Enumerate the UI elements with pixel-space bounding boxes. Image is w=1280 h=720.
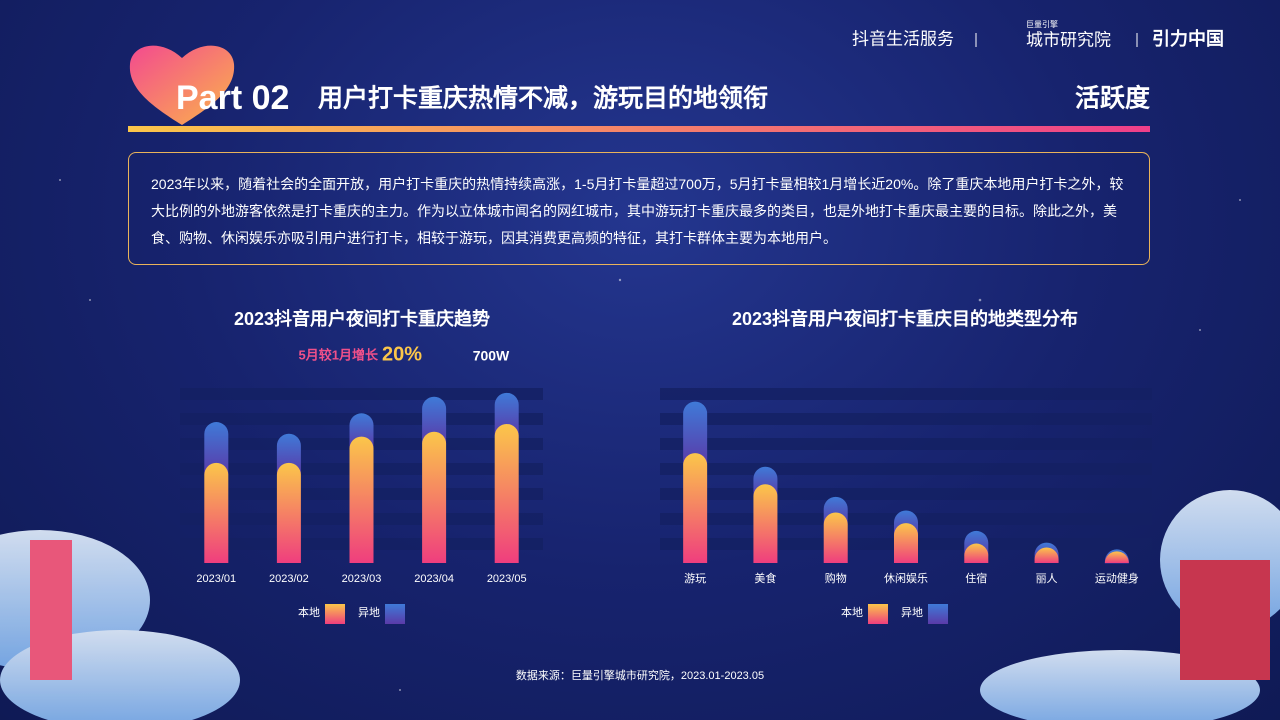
annotation-label: 5月较1月增长 bbox=[299, 347, 379, 362]
stars bbox=[59, 179, 1241, 691]
bar-segment bbox=[894, 523, 918, 563]
legend-swatch bbox=[928, 604, 948, 624]
bar-segment bbox=[204, 422, 229, 475]
tower-decoration bbox=[30, 540, 72, 680]
brand: 引力中国 bbox=[1152, 28, 1224, 49]
bar-segment bbox=[422, 396, 447, 444]
annotation-value: 20% bbox=[382, 343, 422, 365]
plot-band bbox=[660, 488, 1152, 500]
source: 数据来源：巨量引擎城市研究院，2023.01-2023.05 bbox=[516, 668, 764, 682]
bar-segment bbox=[349, 436, 374, 563]
bar-segment bbox=[683, 401, 708, 466]
bar-segment bbox=[823, 512, 848, 563]
legend-swatch bbox=[385, 604, 405, 624]
x-tick-label: 2023/03 bbox=[342, 573, 382, 585]
legend-label: 异地 bbox=[358, 606, 380, 619]
bar-segment bbox=[683, 453, 708, 563]
x-tick-label: 2023/05 bbox=[487, 573, 527, 585]
legend-label: 本地 bbox=[841, 605, 863, 619]
x-tick-label: 2023/02 bbox=[269, 573, 309, 585]
x-tick-label: 游玩 bbox=[684, 572, 706, 585]
plot-band bbox=[180, 388, 543, 400]
bar-segment bbox=[494, 423, 519, 563]
x-tick-label: 美食 bbox=[754, 571, 776, 585]
plot-band bbox=[660, 388, 1152, 400]
part-label: Part 02 bbox=[176, 79, 289, 117]
legend-swatch bbox=[868, 604, 888, 624]
bar-segment bbox=[964, 543, 989, 563]
total-label: 700W bbox=[473, 348, 510, 364]
bar-segment bbox=[1104, 551, 1129, 563]
x-tick-label: 2023/04 bbox=[414, 573, 454, 585]
bar-segment bbox=[753, 484, 778, 563]
bar-segment bbox=[204, 462, 229, 563]
plot-band bbox=[660, 438, 1152, 450]
summary: 2023年以来，随着社会的全面开放，用户打卡重庆的热情持续高涨，1-5月打卡量超… bbox=[128, 152, 1150, 265]
tag: 活跃度 bbox=[1075, 84, 1150, 113]
x-tick-label: 购物 bbox=[825, 571, 847, 585]
legend-label: 本地 bbox=[298, 605, 320, 619]
building-decoration bbox=[1180, 560, 1270, 680]
x-tick-label: 2023/01 bbox=[196, 573, 236, 585]
brand: 抖音生活服务 bbox=[852, 29, 954, 48]
bar-segment bbox=[422, 431, 447, 563]
plot-band bbox=[660, 413, 1152, 425]
x-tick-label: 运动健身 bbox=[1095, 571, 1139, 585]
heart-decoration bbox=[129, 45, 235, 125]
x-tick-label: 休闲娱乐 bbox=[884, 571, 928, 585]
plot-band bbox=[660, 463, 1152, 475]
brand: 城市研究院 bbox=[1026, 30, 1111, 49]
brand-small: 巨量引擎 bbox=[1026, 19, 1058, 29]
title-rule bbox=[128, 126, 1150, 132]
legend-label: 异地 bbox=[901, 606, 923, 619]
x-tick-label: 丽人 bbox=[1036, 572, 1058, 585]
bar-segment bbox=[494, 392, 519, 436]
chart-title: 2023抖音用户夜间打卡重庆目的地类型分布 bbox=[732, 308, 1078, 329]
bar-segment bbox=[276, 462, 301, 563]
x-tick-label: 住宿 bbox=[965, 571, 987, 585]
legend-swatch bbox=[325, 604, 345, 624]
chart-title: 2023抖音用户夜间打卡重庆趋势 bbox=[234, 308, 490, 329]
headline: 用户打卡重庆热情不减，游玩目的地领衔 bbox=[318, 84, 768, 113]
bar-segment bbox=[1034, 547, 1059, 563]
